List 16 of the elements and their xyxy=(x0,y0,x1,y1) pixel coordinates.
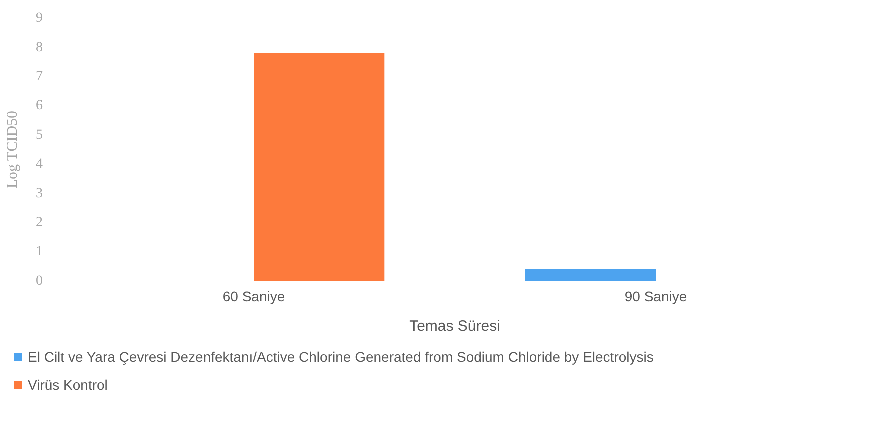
y-tick-label: 4 xyxy=(36,157,43,172)
legend-label: El Cilt ve Yara Çevresi Dezenfektanı/Active Chlorine Generated from Sodium Chloride by Electrolysis xyxy=(28,348,654,366)
x-axis-title: Temas Süresi xyxy=(410,318,500,336)
legend-label: Virüs Kontrol xyxy=(28,376,108,394)
y-tick-label: 1 xyxy=(36,244,43,260)
y-tick-label: 6 xyxy=(36,98,43,114)
y-tick-label: 7 xyxy=(36,69,43,84)
y-axis-title: Log TCID50 xyxy=(4,110,21,189)
y-tick-label: 3 xyxy=(36,186,43,202)
x-tick-label: 60 Saniye xyxy=(222,288,286,304)
x-tick-label: 90 Saniye xyxy=(624,288,688,304)
y-tick-label: 0 xyxy=(36,274,43,289)
y-tick-label: 8 xyxy=(36,40,43,56)
y-tick-label: 5 xyxy=(36,128,43,143)
y-tick-label: 9 xyxy=(36,11,43,26)
y-tick-label: 2 xyxy=(36,215,43,230)
